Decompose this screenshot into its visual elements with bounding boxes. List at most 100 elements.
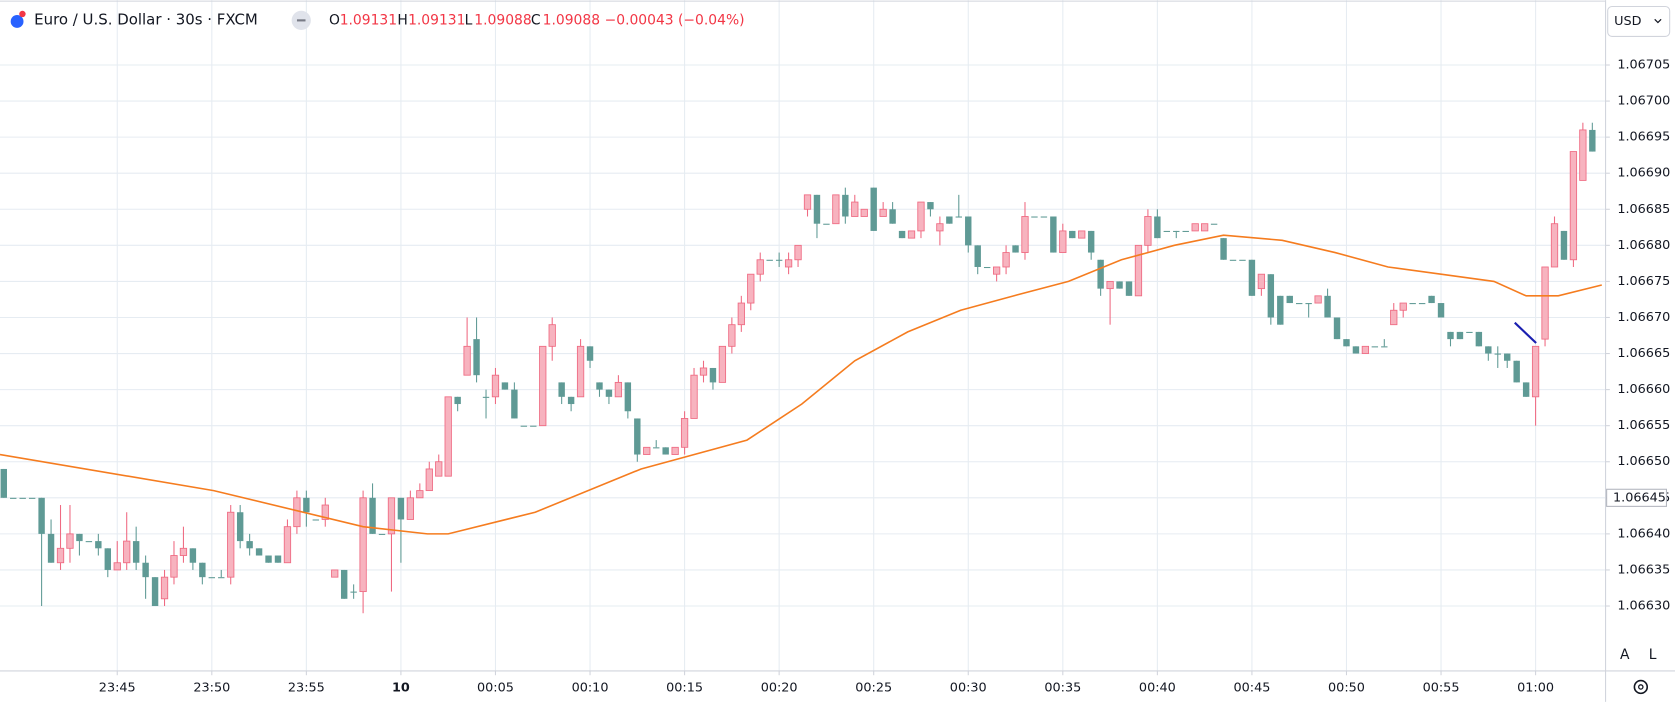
currency-dropdown[interactable]: USD: [1607, 5, 1671, 37]
candle-body: [218, 577, 225, 579]
candle-body: [927, 202, 934, 210]
drawing-line: [1514, 321, 1537, 344]
candle-body: [680, 418, 689, 448]
ohlc-change: −0.00043 (−0.04%): [605, 12, 745, 28]
y-tick-label: 1.06705: [1617, 58, 1670, 73]
candle-body: [1399, 302, 1407, 311]
candle-body: [66, 533, 74, 549]
candle-body: [170, 555, 178, 578]
candle-body: [454, 396, 461, 405]
candle-body: [1513, 360, 1520, 383]
candle-body: [889, 209, 896, 224]
y-tick-label: 1.06675: [1617, 274, 1670, 289]
currency-label: USD: [1614, 14, 1641, 29]
x-tick-label: 01:00: [1517, 681, 1554, 696]
ohlc-label: C: [531, 12, 541, 28]
candle-body: [643, 446, 651, 455]
candle-body: [1182, 230, 1189, 232]
scale-button-label: L: [1649, 647, 1657, 663]
candle-body: [1466, 331, 1473, 333]
candle-body: [1210, 223, 1218, 225]
candle-body: [227, 511, 235, 578]
candle-body: [842, 194, 849, 217]
candle-body: [576, 345, 585, 398]
candle-body: [586, 346, 594, 361]
candle-body: [539, 345, 547, 427]
ohlc-value: 1.09088: [543, 12, 600, 28]
candle-body: [56, 547, 65, 564]
candle-body: [1257, 273, 1266, 290]
candle-body: [955, 216, 963, 218]
candle-body: [160, 576, 169, 600]
candle-body: [1550, 223, 1559, 268]
x-tick-label: 23:45: [99, 681, 136, 696]
candle-body: [19, 497, 26, 499]
candle-body: [1040, 216, 1048, 218]
candle-body: [293, 497, 301, 528]
candle-body: [1248, 259, 1256, 296]
candle-body: [1173, 230, 1180, 232]
candle-body: [1239, 259, 1246, 261]
candle-body: [104, 548, 111, 570]
candle-body: [879, 208, 887, 217]
candle-body: [179, 547, 188, 556]
candle-body: [1531, 345, 1540, 398]
candle-body: [1002, 252, 1010, 268]
y-tick-label: 1.06685: [1617, 202, 1670, 217]
candle-body: [974, 245, 981, 267]
candle-body: [1277, 295, 1284, 325]
settings-button[interactable]: [1633, 679, 1649, 695]
candle-body: [1078, 230, 1086, 239]
candle-body: [1295, 303, 1303, 305]
candle-body: [1569, 151, 1578, 261]
candle-body: [1021, 216, 1029, 253]
candle-body: [558, 382, 565, 397]
candle-body: [425, 468, 433, 492]
candle-body: [1390, 309, 1398, 326]
candle-body: [946, 216, 953, 224]
log-scale-button[interactable]: L: [1642, 644, 1663, 666]
x-tick-label: 00:05: [477, 681, 514, 696]
candle-body: [1050, 216, 1057, 253]
candle-body: [482, 396, 490, 398]
candle-body: [1437, 303, 1445, 318]
candle-body: [737, 302, 745, 326]
candle-body: [1371, 346, 1379, 348]
candle-body: [992, 266, 1001, 275]
candle-body: [123, 540, 131, 564]
candle-body: [444, 396, 452, 477]
candle-body: [718, 345, 727, 383]
candle-body: [10, 497, 17, 499]
candle-body: [567, 396, 575, 405]
auto-scale-button[interactable]: A: [1615, 644, 1635, 666]
candle-body: [511, 389, 518, 419]
candle-body: [1134, 244, 1143, 297]
candle-body: [1012, 245, 1019, 253]
candle-body: [321, 504, 329, 520]
candle-body: [1447, 331, 1454, 340]
x-tick-label: 00:30: [950, 681, 987, 696]
candle-body: [662, 447, 669, 455]
ohlc-label: L: [465, 12, 473, 28]
candle-body: [728, 324, 736, 347]
candle-body: [378, 533, 386, 535]
candle-body: [255, 548, 263, 556]
ohlc-label: H: [397, 12, 407, 28]
candle-body: [690, 374, 698, 419]
y-tick-label: 1.06660: [1617, 382, 1670, 397]
candle-body: [1097, 259, 1104, 289]
candle-body: [832, 194, 840, 225]
candle-body: [208, 577, 216, 579]
collapse-button[interactable]: [291, 10, 311, 30]
price-marker-label: 1.06645: [1613, 490, 1666, 505]
candle-body: [775, 259, 783, 261]
candle-body: [76, 533, 83, 542]
candle-body: [28, 497, 36, 499]
candle-body: [236, 512, 244, 542]
candle-body: [189, 548, 197, 563]
y-tick-label: 1.06655: [1617, 418, 1670, 433]
candle-body: [1485, 346, 1492, 354]
candle-body: [1428, 295, 1435, 304]
candle-body: [747, 273, 755, 304]
